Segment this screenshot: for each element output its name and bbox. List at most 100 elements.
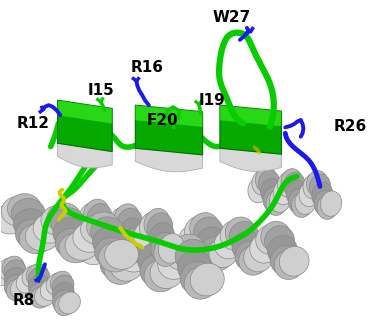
- Ellipse shape: [178, 250, 212, 283]
- Ellipse shape: [279, 246, 309, 276]
- Polygon shape: [220, 105, 281, 126]
- Ellipse shape: [87, 212, 120, 242]
- Ellipse shape: [25, 221, 59, 251]
- Ellipse shape: [53, 218, 87, 248]
- Ellipse shape: [26, 264, 48, 286]
- Ellipse shape: [41, 205, 75, 235]
- Text: R16: R16: [130, 60, 163, 75]
- Ellipse shape: [47, 203, 81, 233]
- Text: R12: R12: [17, 116, 50, 131]
- Ellipse shape: [239, 245, 268, 275]
- Ellipse shape: [258, 170, 279, 195]
- Ellipse shape: [271, 245, 300, 275]
- Ellipse shape: [175, 239, 209, 272]
- Ellipse shape: [295, 189, 316, 214]
- Ellipse shape: [317, 194, 338, 219]
- Ellipse shape: [73, 211, 99, 241]
- Ellipse shape: [190, 263, 224, 296]
- Text: R26: R26: [334, 119, 367, 134]
- Ellipse shape: [40, 279, 62, 301]
- Ellipse shape: [252, 170, 273, 195]
- Polygon shape: [135, 120, 203, 155]
- Ellipse shape: [104, 252, 138, 284]
- Ellipse shape: [52, 275, 74, 297]
- Ellipse shape: [139, 212, 165, 241]
- Ellipse shape: [59, 292, 80, 314]
- Ellipse shape: [77, 232, 112, 265]
- Ellipse shape: [184, 266, 218, 299]
- Ellipse shape: [117, 239, 151, 272]
- Ellipse shape: [52, 282, 74, 304]
- Ellipse shape: [149, 223, 174, 252]
- Ellipse shape: [119, 218, 144, 248]
- Ellipse shape: [95, 225, 129, 257]
- Ellipse shape: [131, 227, 165, 260]
- Ellipse shape: [179, 225, 208, 254]
- Ellipse shape: [171, 234, 205, 267]
- Ellipse shape: [320, 191, 342, 216]
- Ellipse shape: [165, 237, 199, 270]
- Ellipse shape: [269, 187, 291, 212]
- Ellipse shape: [93, 227, 127, 257]
- Ellipse shape: [65, 230, 99, 260]
- Ellipse shape: [85, 223, 119, 255]
- Ellipse shape: [151, 232, 176, 262]
- Ellipse shape: [144, 259, 178, 292]
- Ellipse shape: [244, 242, 274, 272]
- Ellipse shape: [51, 208, 85, 237]
- Ellipse shape: [30, 286, 52, 308]
- Ellipse shape: [90, 223, 116, 253]
- Ellipse shape: [19, 224, 53, 254]
- Ellipse shape: [135, 232, 169, 265]
- Polygon shape: [220, 148, 281, 171]
- Ellipse shape: [0, 204, 27, 234]
- Text: W27: W27: [212, 10, 251, 25]
- Ellipse shape: [278, 172, 299, 197]
- Ellipse shape: [250, 233, 279, 263]
- Ellipse shape: [314, 190, 335, 216]
- Polygon shape: [135, 105, 203, 127]
- Ellipse shape: [93, 228, 119, 257]
- Ellipse shape: [120, 228, 146, 257]
- Ellipse shape: [265, 226, 294, 255]
- Polygon shape: [58, 115, 112, 152]
- Ellipse shape: [33, 213, 67, 243]
- Ellipse shape: [150, 256, 184, 288]
- Ellipse shape: [140, 254, 174, 287]
- Ellipse shape: [6, 279, 28, 300]
- Ellipse shape: [256, 224, 285, 254]
- Ellipse shape: [79, 202, 105, 232]
- Ellipse shape: [0, 258, 20, 280]
- Ellipse shape: [147, 213, 173, 242]
- Ellipse shape: [98, 242, 132, 272]
- Ellipse shape: [289, 188, 310, 214]
- Ellipse shape: [154, 237, 179, 266]
- Polygon shape: [135, 148, 203, 172]
- Ellipse shape: [91, 219, 125, 252]
- Ellipse shape: [125, 230, 159, 263]
- Ellipse shape: [281, 168, 302, 194]
- Ellipse shape: [256, 167, 277, 192]
- Ellipse shape: [137, 243, 171, 276]
- Ellipse shape: [1, 196, 35, 226]
- Ellipse shape: [214, 229, 244, 259]
- Ellipse shape: [4, 260, 26, 282]
- Ellipse shape: [100, 247, 134, 279]
- Ellipse shape: [196, 227, 226, 257]
- Ellipse shape: [158, 233, 184, 263]
- Ellipse shape: [291, 192, 313, 217]
- Ellipse shape: [274, 250, 304, 279]
- Ellipse shape: [229, 221, 259, 251]
- Ellipse shape: [208, 238, 238, 268]
- Ellipse shape: [261, 221, 291, 251]
- Ellipse shape: [190, 213, 219, 242]
- Ellipse shape: [59, 233, 93, 263]
- Ellipse shape: [28, 267, 50, 289]
- Ellipse shape: [7, 194, 41, 223]
- Ellipse shape: [16, 271, 38, 293]
- Ellipse shape: [235, 241, 265, 271]
- Ellipse shape: [11, 198, 45, 228]
- Polygon shape: [135, 105, 203, 155]
- Ellipse shape: [286, 180, 308, 206]
- Ellipse shape: [2, 256, 24, 278]
